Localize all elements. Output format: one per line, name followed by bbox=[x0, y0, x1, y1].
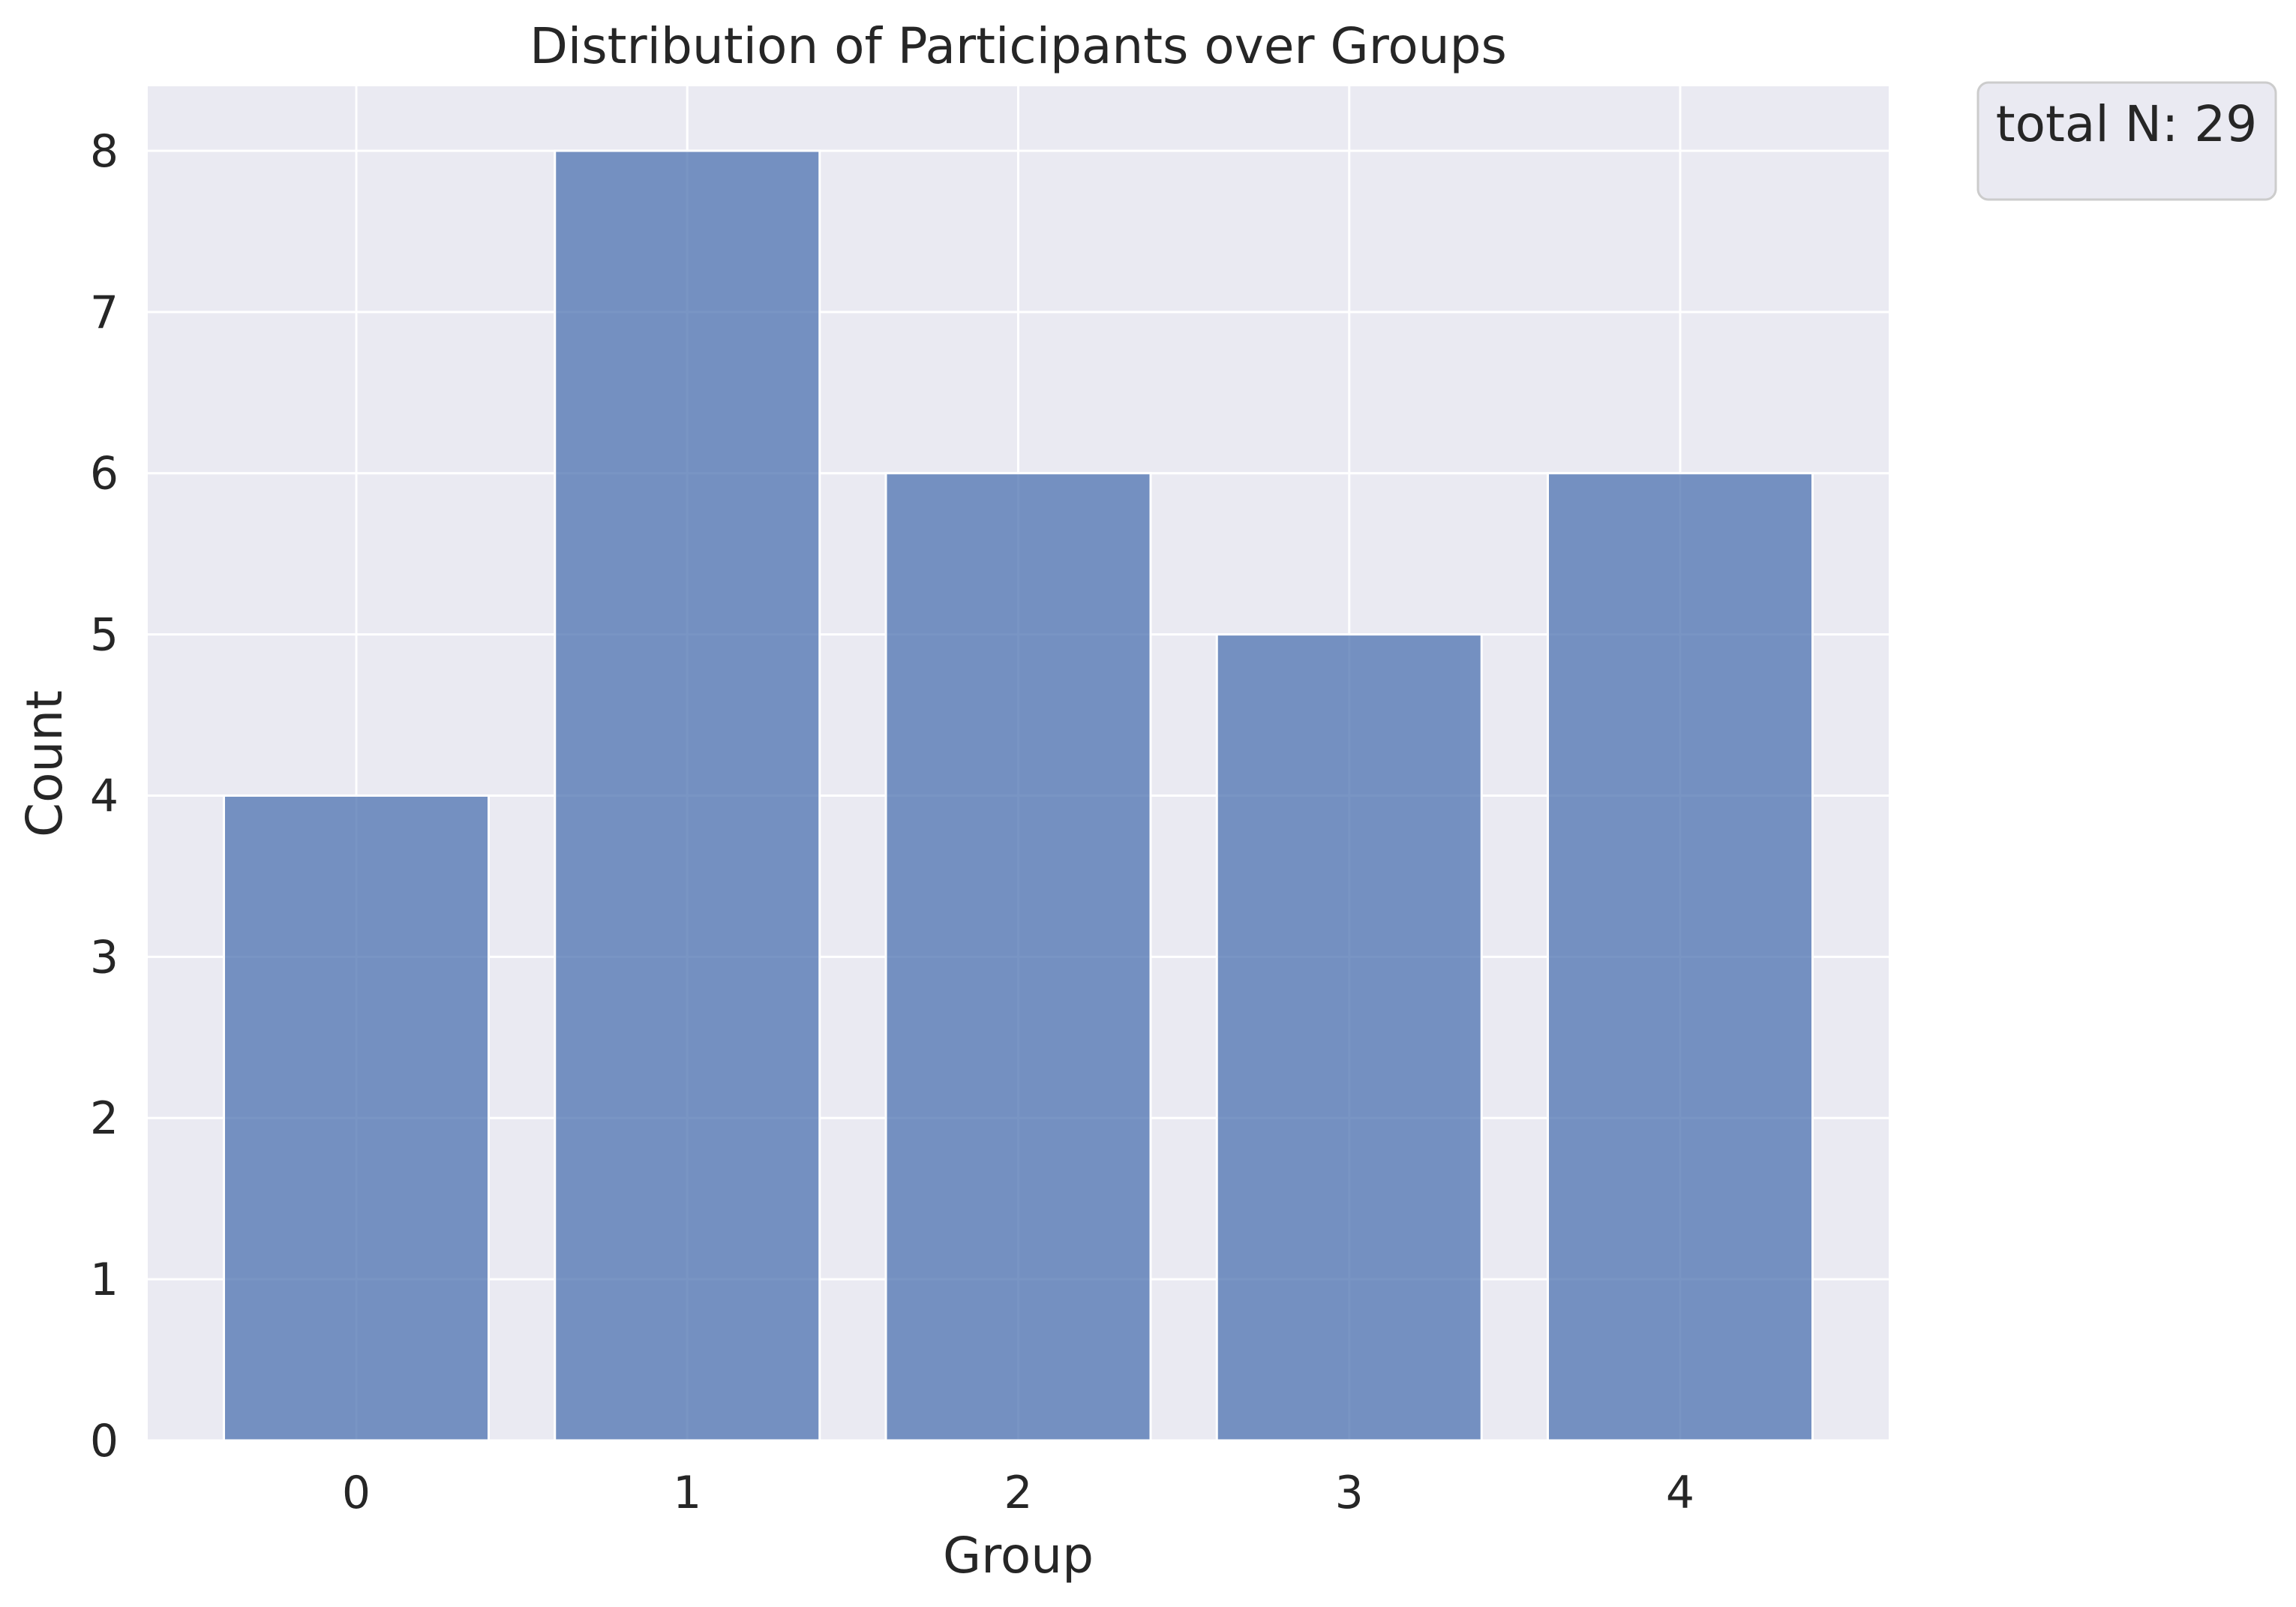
y-axis-ticks: 0 1 2 3 4 5 6 7 8 bbox=[90, 125, 119, 1467]
y-tick-label: 1 bbox=[90, 1254, 119, 1306]
x-axis-ticks: 0 1 2 3 4 bbox=[342, 1467, 1694, 1519]
chart-title: Distribution of Participants over Groups bbox=[530, 17, 1507, 75]
y-axis-label: Count bbox=[16, 690, 74, 837]
x-tick-label: 2 bbox=[1004, 1467, 1032, 1519]
bars bbox=[222, 149, 1814, 1442]
y-tick-label: 4 bbox=[90, 770, 119, 822]
bar-group-0 bbox=[222, 794, 490, 1442]
x-tick-label: 1 bbox=[673, 1467, 701, 1519]
x-axis-label: Group bbox=[943, 1527, 1094, 1584]
y-tick-label: 0 bbox=[90, 1415, 119, 1467]
bar-group-3 bbox=[1215, 633, 1483, 1442]
x-tick-label: 3 bbox=[1335, 1467, 1364, 1519]
bar-group-2 bbox=[884, 472, 1152, 1442]
y-tick-label: 8 bbox=[90, 125, 119, 178]
x-tick-label: 0 bbox=[342, 1467, 371, 1519]
bar-group-4 bbox=[1547, 472, 1814, 1442]
y-tick-label: 7 bbox=[90, 287, 119, 339]
x-tick-label: 4 bbox=[1666, 1467, 1694, 1519]
y-tick-label: 3 bbox=[90, 931, 119, 984]
y-tick-label: 6 bbox=[90, 448, 119, 500]
y-tick-label: 5 bbox=[90, 609, 119, 662]
legend-total-n: total N: 29 bbox=[1996, 95, 2257, 153]
legend-box bbox=[1976, 81, 2277, 201]
y-tick-label: 2 bbox=[90, 1092, 119, 1145]
bar-group-1 bbox=[554, 149, 821, 1442]
legend: total N: 29 bbox=[1976, 81, 2277, 201]
